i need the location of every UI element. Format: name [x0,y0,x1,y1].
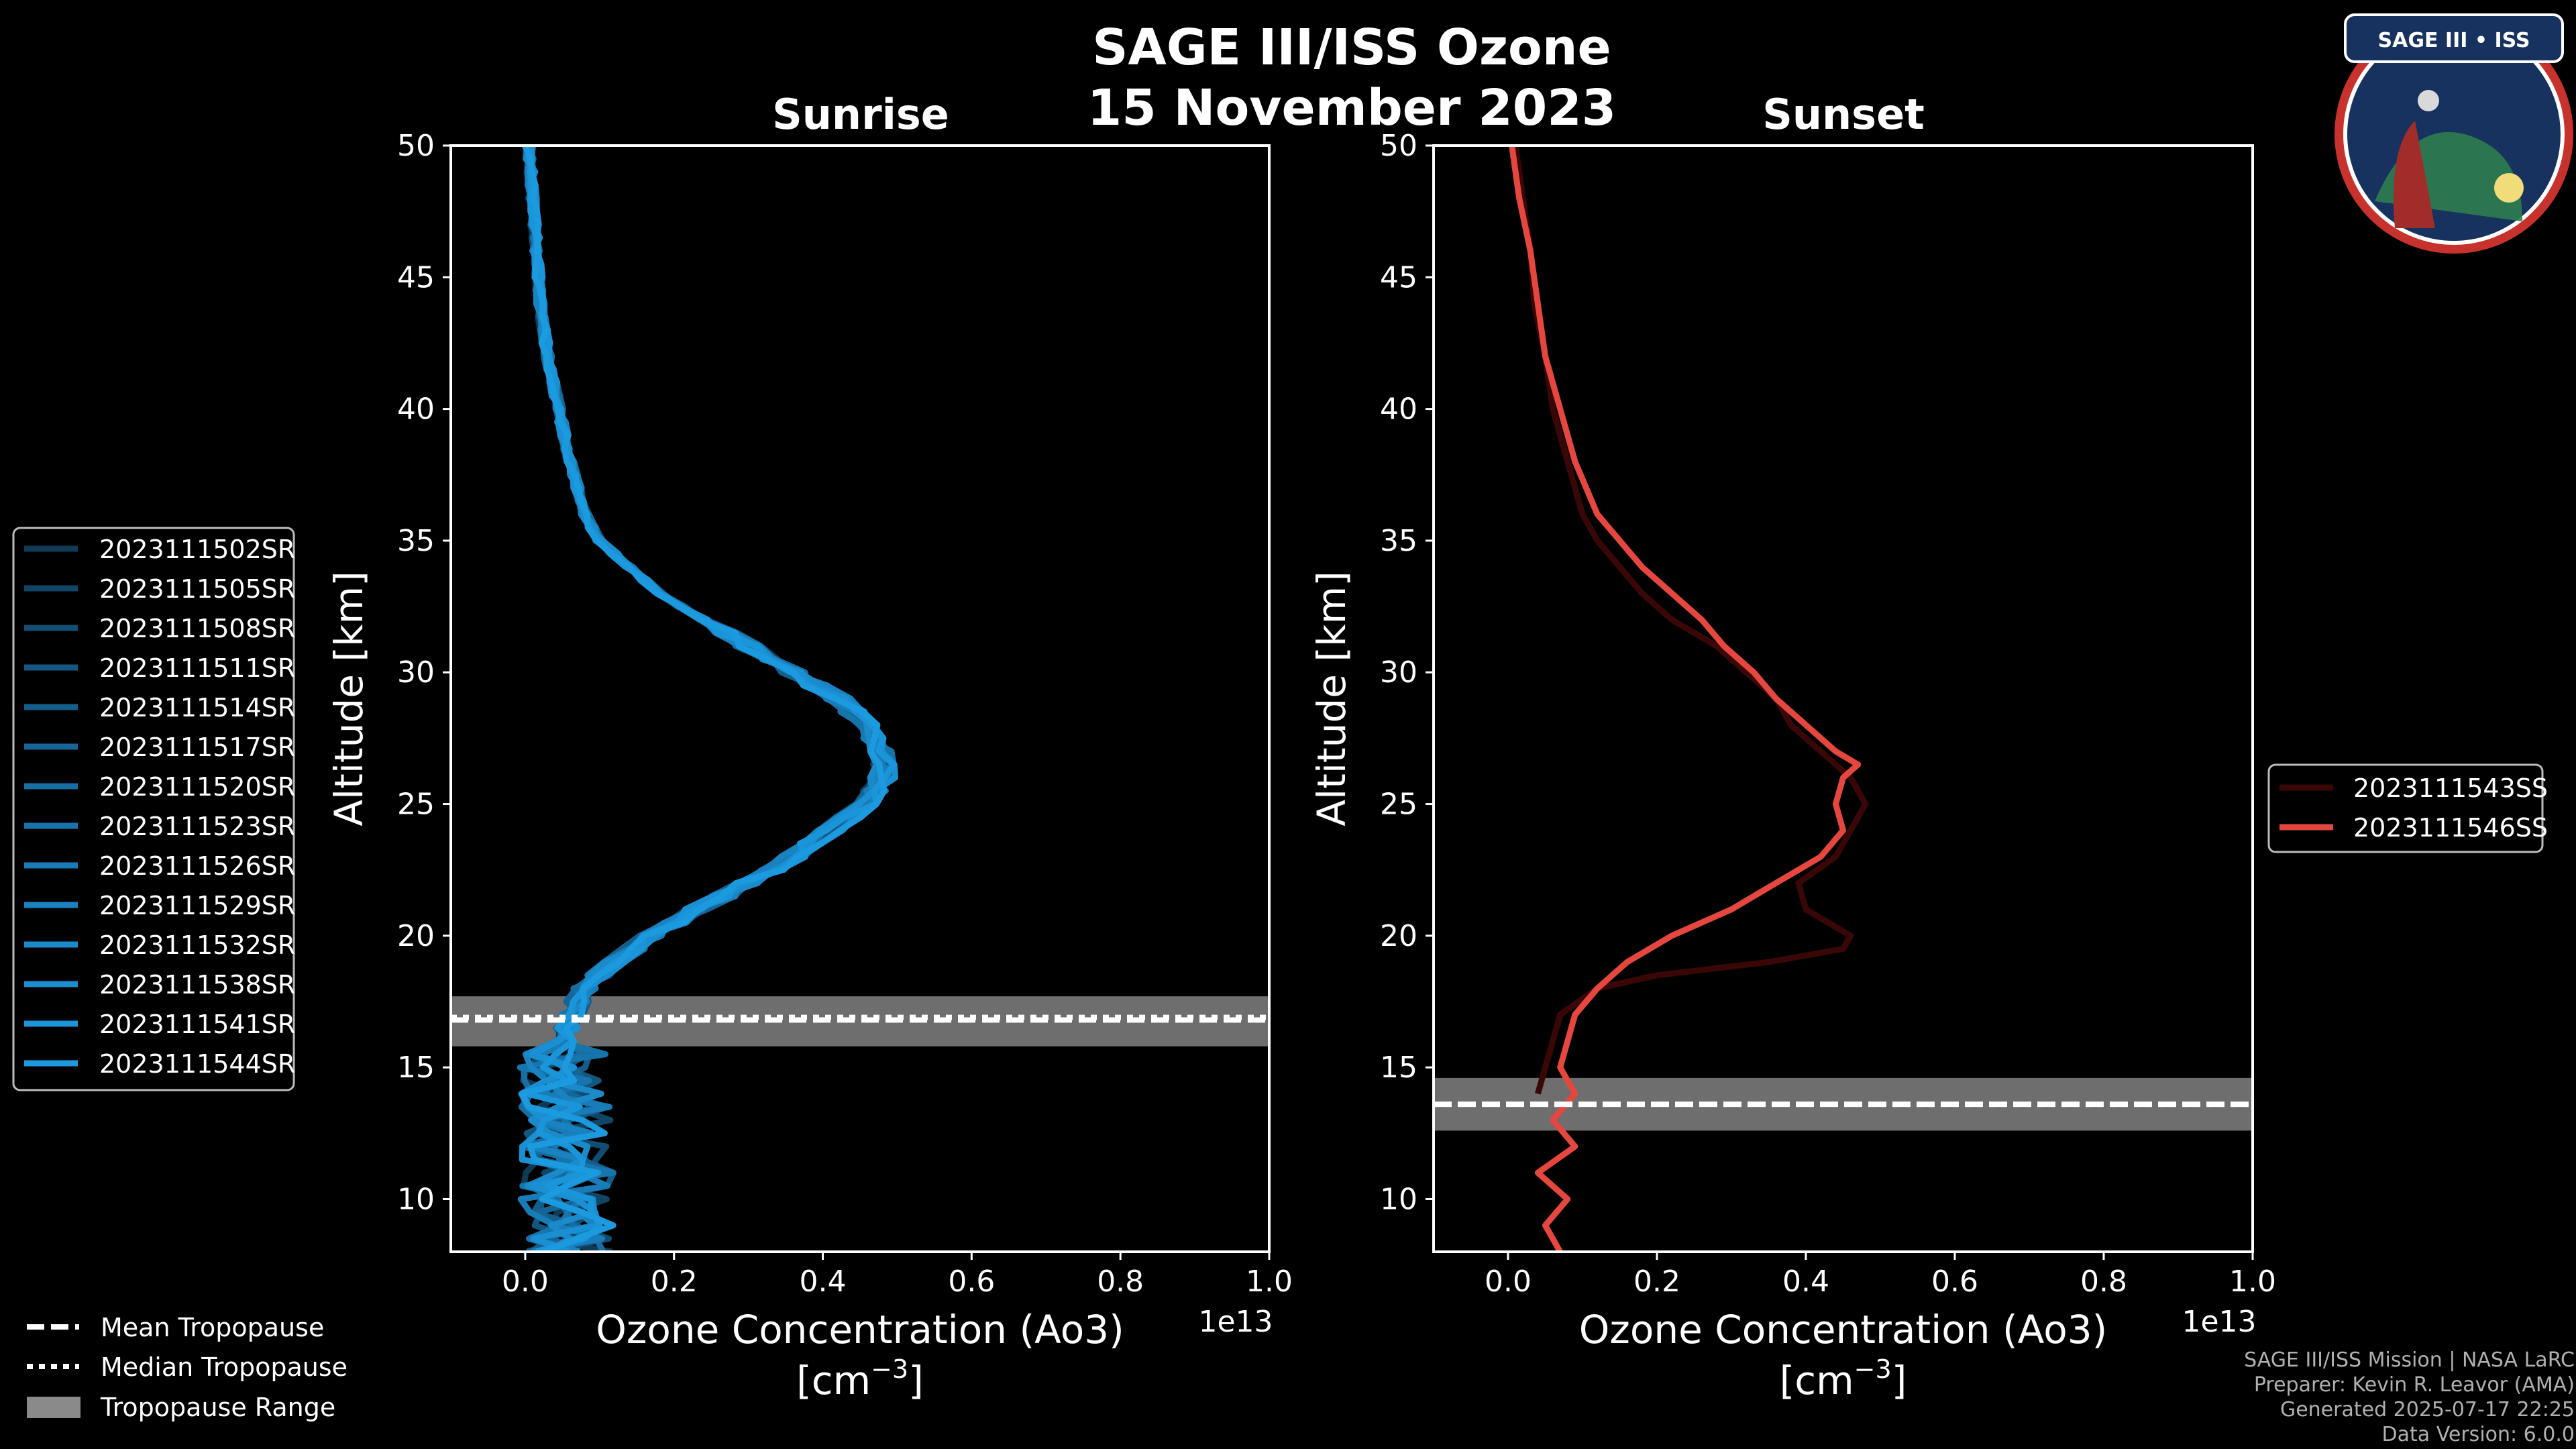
sunset-xunit-exp: −3 [1854,1354,1892,1384]
sunrise-offset-label: 1e13 [1198,1305,1273,1339]
sunrise-legend-label-2023111532SR: 2023111532SR [99,930,295,960]
sunset-panel-title: Sunset [1762,90,1925,139]
sunrise-ylabel: Altitude [km] [326,571,372,826]
sunset-offset-label: 1e13 [2182,1305,2256,1339]
sunset-ytick-label-50: 50 [1380,129,1417,163]
sunrise-legend-label-2023111511SR: 2023111511SR [99,653,295,683]
sunrise-legend-label-2023111514SR: 2023111514SR [99,693,295,722]
sunrise-series-group [517,146,898,1252]
sunrise-xunit-close: ] [908,1358,924,1403]
sunset-ylabel: Altitude [km] [1309,571,1354,826]
sunset-ytick-label-40: 40 [1380,392,1417,427]
sunrise-ytick-label-25: 25 [397,788,435,822]
sunrise-legend-label-2023111541SR: 2023111541SR [99,1010,295,1039]
sunrise-legend-label-2023111505SR: 2023111505SR [99,574,295,604]
sunrise-legend-label-2023111526SR: 2023111526SR [99,851,295,881]
sunrise-legend-label-2023111517SR: 2023111517SR [99,733,295,762]
sunset-ytick-label-25: 25 [1380,788,1417,822]
figure-title: SAGE III/ISS Ozone [1092,19,1611,76]
sunset-xtick-label-0.8: 0.8 [2080,1265,2127,1299]
sunrise-legend-label-2023111502SR: 2023111502SR [99,535,295,564]
sunrise-legend-label-2023111523SR: 2023111523SR [99,812,295,841]
sunset-axes-frame [1432,144,2254,1253]
sunrise-axes-frame [449,144,1271,1253]
sunrise-xtick-label-0.4: 0.4 [800,1265,847,1299]
logo-title: SAGE III • ISS [2378,29,2530,52]
tropopause-legend: Mean Tropopause Median Tropopause Tropop… [27,1313,347,1422]
sunset-ytick-label-30: 30 [1380,655,1417,690]
footer-generated: Generated 2025-07-17 22:25 [2280,1398,2575,1421]
sunrise-xtick-label-0.2: 0.2 [651,1265,698,1299]
median-tropopause-label: Median Tropopause [101,1352,347,1382]
sunrise-legend: 2023111502SR 2023111505SR 2023111508SR 2023… [12,527,295,1091]
sunrise-series-2023111544SR [519,146,888,1252]
sunrise-ytick-label-10: 10 [397,1182,435,1216]
sunrise-xtick-label-0.6: 0.6 [948,1265,995,1299]
sunset-series-2023111543SS [1512,146,1869,1095]
sunrise-ytick-label-30: 30 [397,655,435,690]
sunset-xtick-label-0.4: 0.4 [1782,1265,1829,1299]
sunrise-legend-label-2023111529SR: 2023111529SR [99,891,295,920]
sunrise-xlabel: Ozone Concentration (Ao3) [596,1307,1124,1352]
sunrise-legend-label-2023111544SR: 2023111544SR [99,1049,295,1079]
sunrise-xunit-base: [cm [796,1358,871,1403]
sunrise-ytick-label-15: 15 [397,1051,435,1085]
sunset-ytick-label-45: 45 [1380,260,1417,294]
sunset-series-2023111546SS [1509,146,1862,1252]
sunrise-ytick-label-40: 40 [397,392,435,427]
sunrise-ytick-label-20: 20 [397,919,435,953]
sunrise-legend-label-2023111538SR: 2023111538SR [99,970,295,1000]
sunset-xtick-label-0.0: 0.0 [1485,1265,1532,1299]
sunrise-ytick-label-45: 45 [397,260,435,294]
footer-data-version: Data Version: 6.0.0 [2382,1423,2575,1446]
sunrise-xunit: [cm−3] [796,1354,924,1403]
sunset-ytick-label-15: 15 [1380,1051,1417,1085]
sunrise-legend-label-2023111520SR: 2023111520SR [99,772,295,802]
sunrise-series-2023111529SR [523,146,882,1252]
sunrise-xtick-label-0.8: 0.8 [1097,1265,1144,1299]
sage-iii-iss-logo: SAGE III • ISS [2334,13,2573,254]
sunrise-ytick-label-35: 35 [397,524,435,558]
footer: SAGE III/ISS Mission | NASA LaRC Prepare… [2244,1348,2575,1446]
sunrise-xtick-label-1.0: 1.0 [1246,1265,1293,1299]
sunrise-legend-label-2023111508SR: 2023111508SR [99,614,295,643]
sunrise-xtick-label-0.0: 0.0 [502,1265,549,1299]
footer-preparer: Preparer: Kevin R. Leavor (AMA) [2254,1373,2575,1397]
sunset-legend-frame [2267,763,2544,853]
sunset-xunit: [cm−3] [1780,1354,1907,1403]
sunrise-panel: 10 15 20 25 30 35 40 45 50 0.0 0.2 0.4 0.6 0.8 1.0 1e13… [326,129,1293,1403]
tropopause-range-label: Tropopause Range [100,1393,335,1422]
sunset-panel: 10 15 20 25 30 35 40 45 50 0.0 0.2 0.4 0.6 0.8 1.0 1e13… [1309,129,2276,1403]
sunrise-xunit-exp: −3 [871,1354,908,1384]
sunset-ytick-label-35: 35 [1380,524,1417,558]
mean-tropopause-label: Mean Tropopause [101,1313,324,1342]
sunset-xtick-label-0.6: 0.6 [1931,1265,1978,1299]
figure-date: 15 November 2023 [1087,79,1616,137]
sunset-xunit-base: [cm [1780,1358,1854,1403]
sunset-series-group [1509,146,1869,1252]
tropopause-range-swatch [27,1397,80,1418]
sunset-legend: 2023111543SS 2023111546SS [2267,763,2548,853]
sunrise-legend-frame [12,527,295,1091]
sunrise-ytick-label-50: 50 [397,129,435,163]
sunset-xunit-close: ] [1892,1358,1907,1403]
sunset-ytick-label-10: 10 [1380,1182,1417,1216]
footer-mission: SAGE III/ISS Mission | NASA LaRC [2244,1348,2575,1372]
sunset-legend-label-2023111546SS: 2023111546SS [2353,813,2548,843]
sunset-ytick-label-20: 20 [1380,919,1417,953]
sunset-legend-label-2023111543SS: 2023111543SS [2353,773,2548,803]
sunrise-panel-title: Sunrise [772,90,949,139]
sunset-xtick-label-0.2: 0.2 [1633,1265,1680,1299]
sunset-xlabel: Ozone Concentration (Ao3) [1579,1307,2108,1352]
sunset-xtick-label-1.0: 1.0 [2229,1265,2276,1299]
